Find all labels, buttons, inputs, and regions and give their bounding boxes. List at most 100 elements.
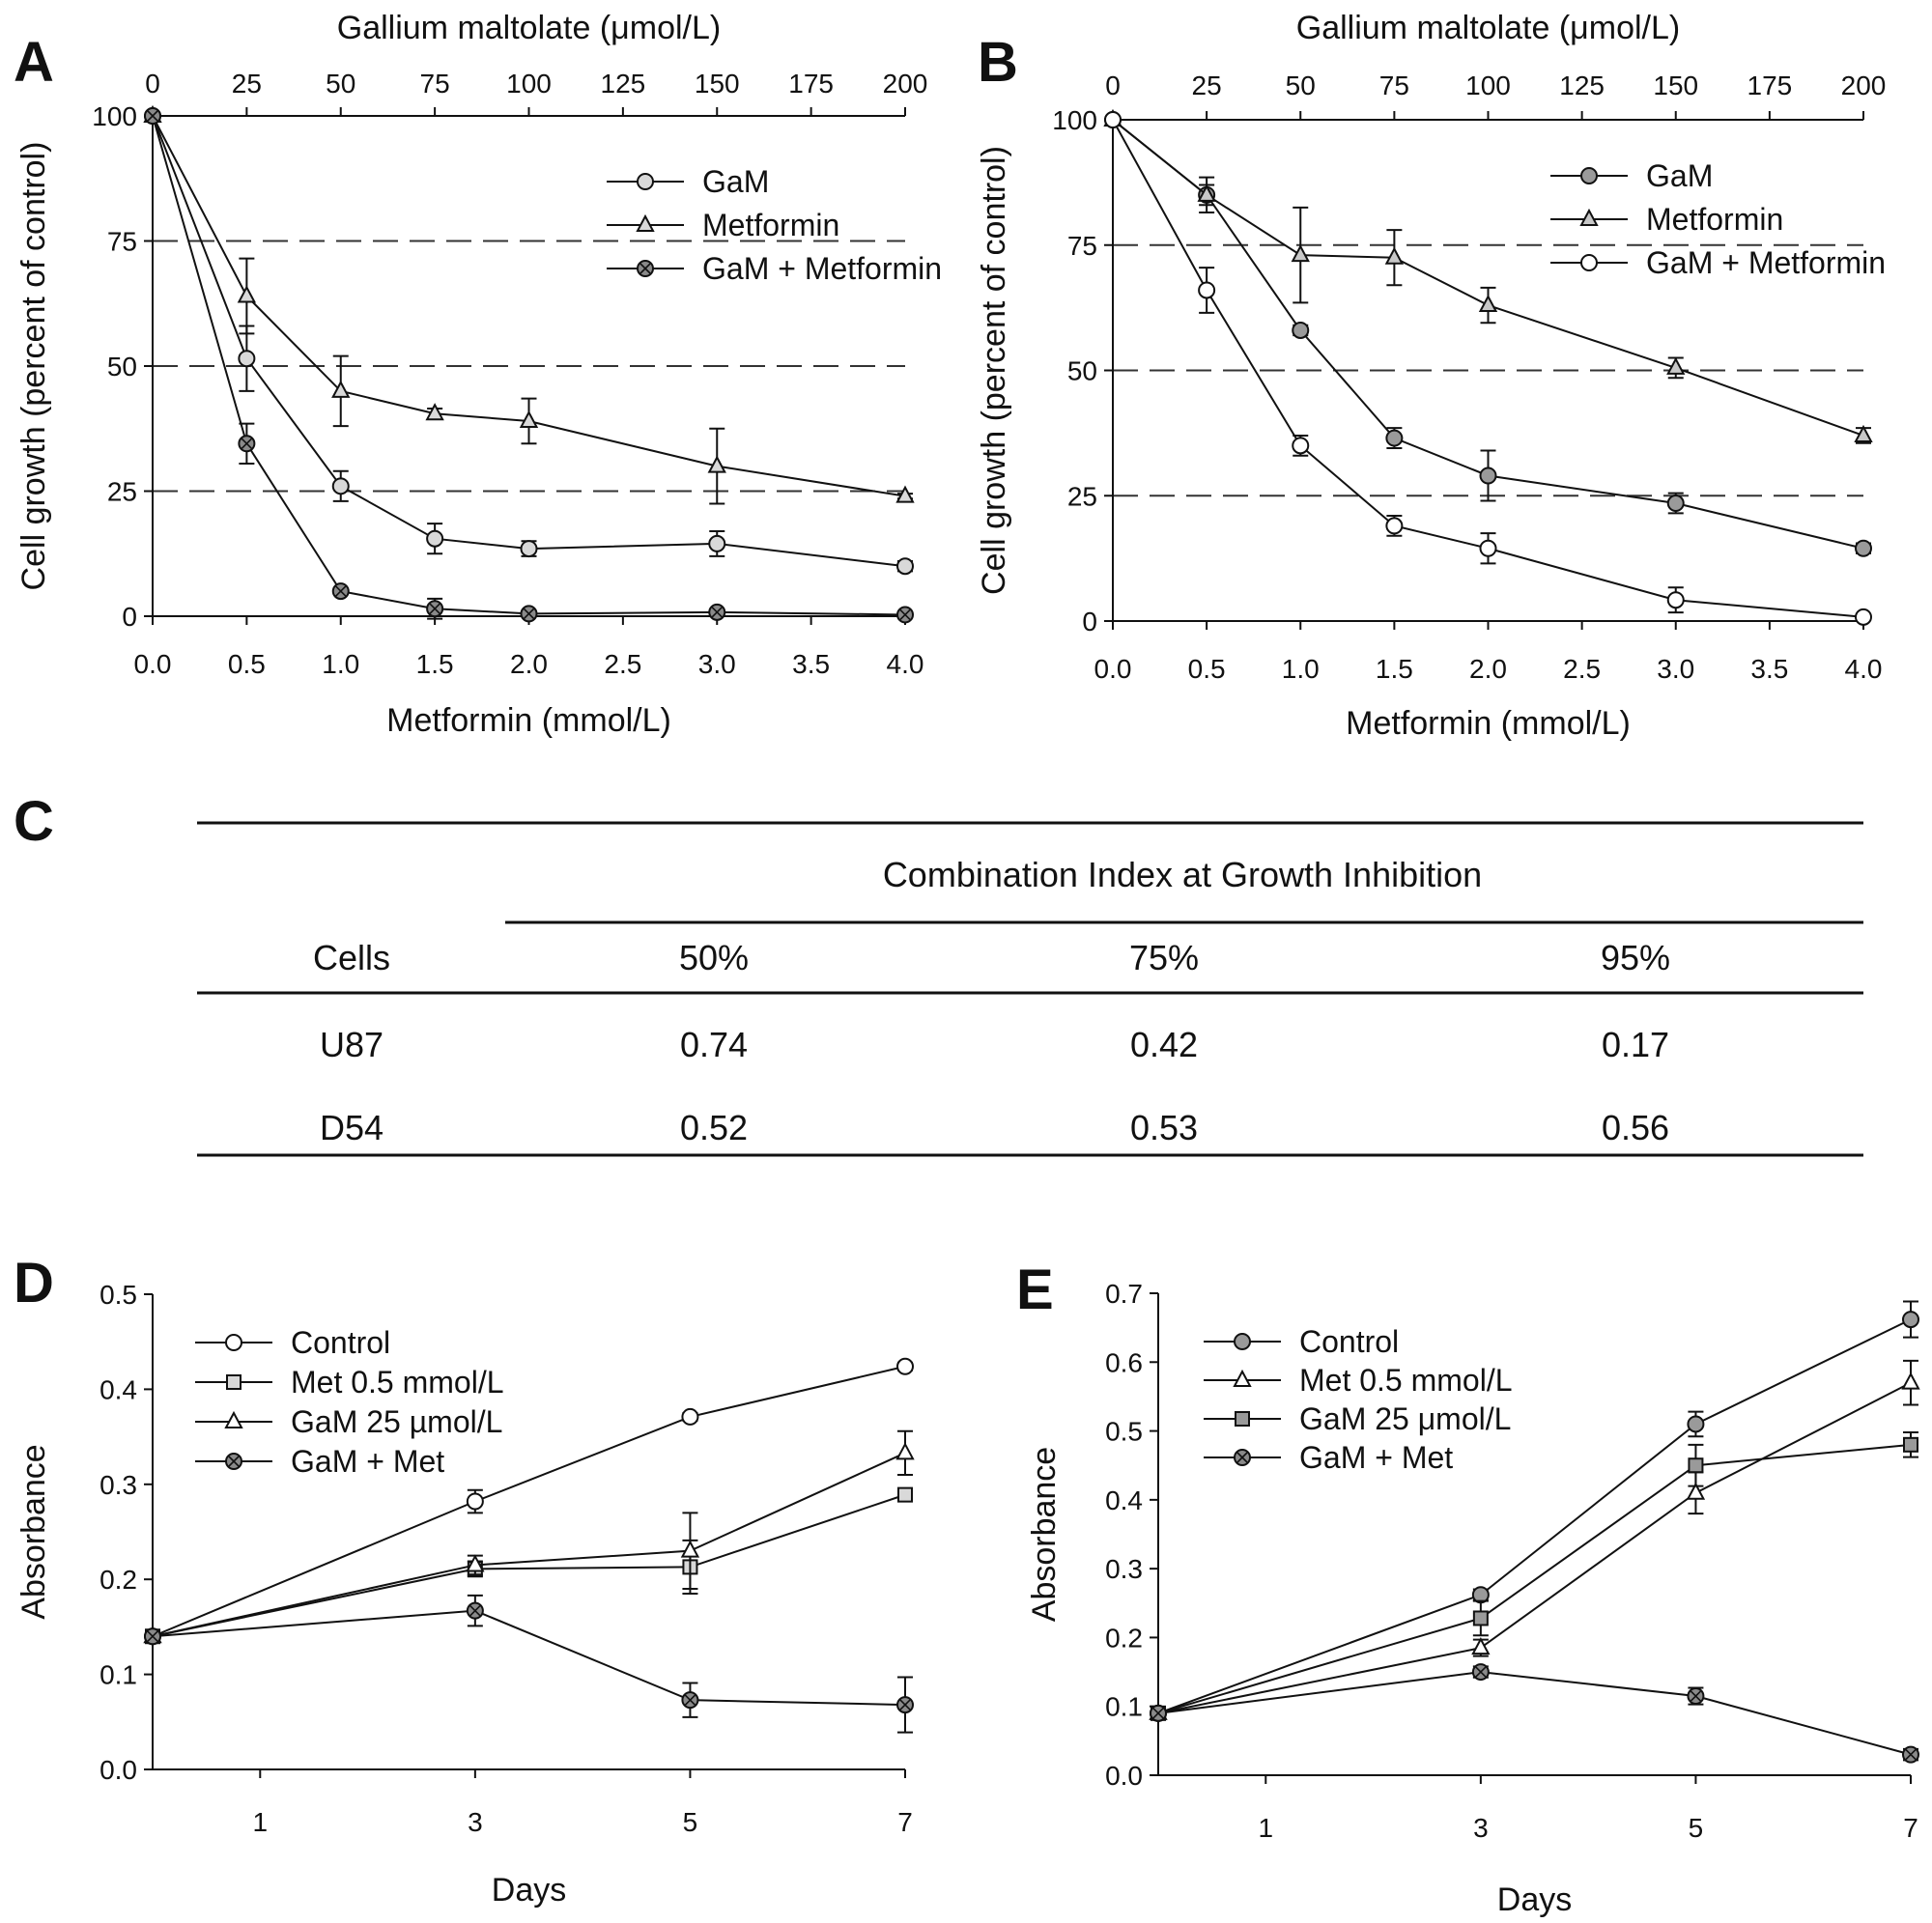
legend-marker xyxy=(1233,1369,1252,1387)
legend-marker-cross xyxy=(639,263,651,274)
data-point-cross xyxy=(335,585,347,597)
series-4 xyxy=(1150,1663,1919,1764)
data-point xyxy=(1901,1372,1920,1390)
data-point-cross xyxy=(147,1630,158,1642)
data-point-cross xyxy=(523,608,535,619)
y-tick-label: 0 xyxy=(122,602,137,632)
top-x-tick-label: 200 xyxy=(1841,71,1887,100)
data-point xyxy=(707,455,726,473)
table-cell: 0.53 xyxy=(1130,1108,1198,1147)
legend-marker xyxy=(1235,1411,1250,1427)
y-tick-label: 25 xyxy=(1067,481,1097,511)
series-line xyxy=(152,1609,906,1707)
y-tick-label: 0.6 xyxy=(1105,1347,1143,1377)
data-point xyxy=(708,534,726,552)
y-tick-label: 0 xyxy=(1082,607,1097,636)
y-tick-label: 0.3 xyxy=(1105,1554,1143,1584)
legend-label: GaM + Metformin xyxy=(702,251,942,286)
x-tick-label: 2.5 xyxy=(604,649,641,679)
table-column-header: 50% xyxy=(679,938,749,977)
data-point xyxy=(1292,437,1310,455)
x-tick-label: 3.0 xyxy=(1657,654,1694,684)
series-line xyxy=(152,1452,906,1638)
x-tick-label: 5 xyxy=(1689,1813,1704,1843)
data-point xyxy=(331,380,351,398)
chart-panel-B: 0 25 50 75 100 0.0 0.5 1.0 1.5 2.0 2.5 3.0 3.5 4.0 0 25… xyxy=(976,10,1886,742)
legend-marker xyxy=(636,213,655,232)
data-point xyxy=(1688,1457,1704,1474)
x-tick-label: 1 xyxy=(1258,1813,1273,1843)
panel-letter-C: C xyxy=(14,790,54,853)
y-axis-title: Absorbance xyxy=(1026,1447,1063,1622)
series-4 xyxy=(144,1594,914,1734)
data-point xyxy=(1666,591,1685,609)
data-point-cross xyxy=(147,110,158,122)
top-x-tick-label: 175 xyxy=(788,69,834,99)
data-point-cross xyxy=(469,1605,481,1617)
legend-label: Met 0.5 mmol/L xyxy=(1299,1363,1513,1398)
legend-marker xyxy=(637,173,654,190)
series-3 xyxy=(1151,1431,1918,1721)
legend-label: GaM xyxy=(1646,158,1713,193)
table-cell: 0.17 xyxy=(1602,1025,1669,1064)
data-point xyxy=(897,1486,913,1503)
y-tick-label: 100 xyxy=(1052,105,1097,135)
chart-panel-E: 0.0 0.1 0.2 0.3 0.4 0.5 0.6 0.7 1 3 5 7 Days Absorban… xyxy=(1026,1279,1920,1918)
legend-label: GaM + Met xyxy=(1299,1440,1453,1475)
series-2 xyxy=(1149,1359,1920,1720)
legend-entry: GaM + Metformin xyxy=(1550,245,1886,280)
legend-marker xyxy=(1580,254,1598,271)
table-cell: D54 xyxy=(320,1108,384,1147)
table-column-header: 75% xyxy=(1129,938,1199,977)
y-tick-label: 0.1 xyxy=(99,1660,137,1690)
top-x-tick-label: 25 xyxy=(232,69,262,99)
y-tick-label: 0.5 xyxy=(99,1280,137,1310)
legend-entry: GaM xyxy=(607,164,769,199)
data-point xyxy=(1292,321,1310,339)
table-cell: 0.52 xyxy=(680,1108,748,1147)
series-line xyxy=(1157,1671,1912,1756)
x-tick-label: 2.0 xyxy=(1469,654,1507,684)
data-point xyxy=(1855,539,1872,557)
data-point xyxy=(520,540,538,558)
top-x-tick-label: 75 xyxy=(1379,71,1409,100)
x-tick-label: 2.5 xyxy=(1563,654,1601,684)
series-1 xyxy=(144,107,914,576)
data-point xyxy=(1291,244,1310,263)
legend-entry: GaM 25 μmol/L xyxy=(1204,1401,1511,1436)
panel-letter-E: E xyxy=(1016,1258,1054,1321)
x-tick-label: 1.0 xyxy=(322,649,359,679)
table-row: U87 0.74 0.42 0.17 xyxy=(320,1025,1669,1064)
top-x-tick-label: 100 xyxy=(1465,71,1511,100)
data-point xyxy=(1384,246,1405,265)
legend-entry: Metformin xyxy=(1550,202,1783,237)
data-point xyxy=(1479,467,1497,485)
data-point xyxy=(1687,1415,1705,1433)
series-3 xyxy=(144,107,914,624)
legend-marker xyxy=(1580,167,1598,184)
data-point xyxy=(238,350,256,368)
legend-marker xyxy=(1234,1333,1251,1350)
y-tick-label: 0.1 xyxy=(1105,1692,1143,1722)
y-tick-label: 0.0 xyxy=(99,1755,137,1785)
series-3 xyxy=(143,1429,915,1644)
top-x-tick-label: 25 xyxy=(1192,71,1222,100)
data-point xyxy=(519,410,539,428)
table-group-header: Combination Index at Growth Inhibition xyxy=(883,855,1482,894)
data-point-cross xyxy=(711,607,723,618)
top-x-tick-label: 200 xyxy=(883,69,928,99)
legend-label: Control xyxy=(291,1325,390,1360)
series-1 xyxy=(1104,111,1872,557)
y-axis-title: Absorbance xyxy=(15,1444,52,1619)
legend-marker xyxy=(226,1374,242,1390)
legend-entry: Met 0.5 mmol/L xyxy=(195,1365,504,1400)
legend-label: GaM + Metformin xyxy=(1646,245,1886,280)
y-tick-label: 0.4 xyxy=(1105,1485,1143,1515)
data-point xyxy=(896,557,914,576)
data-point-cross xyxy=(899,1699,911,1711)
legend-label: GaM 25 μmol/L xyxy=(1299,1401,1511,1436)
panel-letter-B: B xyxy=(978,31,1018,94)
x-tick-label: 0.5 xyxy=(228,649,266,679)
data-point-cross xyxy=(1905,1749,1917,1761)
data-point xyxy=(1854,424,1873,442)
